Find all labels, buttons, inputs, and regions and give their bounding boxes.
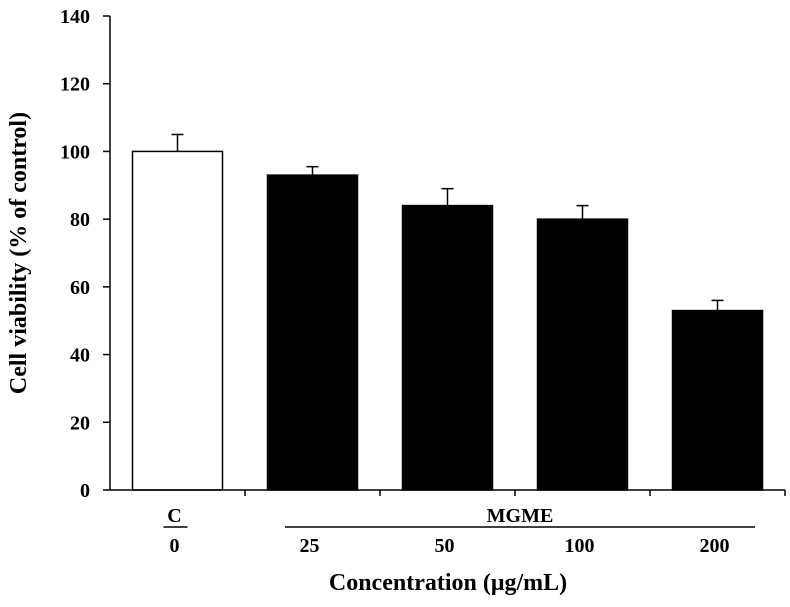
- x-axis-title: Concentration (μg/mL): [329, 570, 567, 596]
- error-bars-layer: [171, 133, 724, 311]
- bar-25: [266, 174, 359, 491]
- y-tick-label: 20: [70, 412, 90, 434]
- y-axis-title: Cell viability (% of control): [6, 112, 32, 394]
- bar-50: [401, 204, 494, 491]
- axes-layer: [103, 15, 786, 528]
- y-tick-label: 80: [70, 209, 90, 231]
- y-tick-label: 100: [60, 141, 90, 163]
- y-tick-label: 60: [70, 277, 90, 299]
- x-tick-label: 50: [435, 535, 455, 557]
- y-tick-label: 0: [80, 480, 90, 502]
- bar-100: [536, 218, 629, 491]
- group-label-c: C: [167, 505, 181, 527]
- bar-200: [671, 309, 764, 491]
- y-tick-label: 140: [60, 6, 90, 28]
- bar-0: [131, 150, 224, 491]
- y-tick-label: 120: [60, 74, 90, 96]
- labels-layer: 0 20 40 60 80 100 120 140 0 25 50 100 200 C MGME: [60, 6, 730, 557]
- x-tick-label: 100: [565, 535, 595, 557]
- x-tick-label: 25: [300, 535, 320, 557]
- x-tick-label: 0: [170, 535, 180, 557]
- x-tick-label: 200: [700, 535, 730, 557]
- y-tick-label: 40: [70, 345, 90, 367]
- group-label-mgme: MGME: [487, 505, 554, 527]
